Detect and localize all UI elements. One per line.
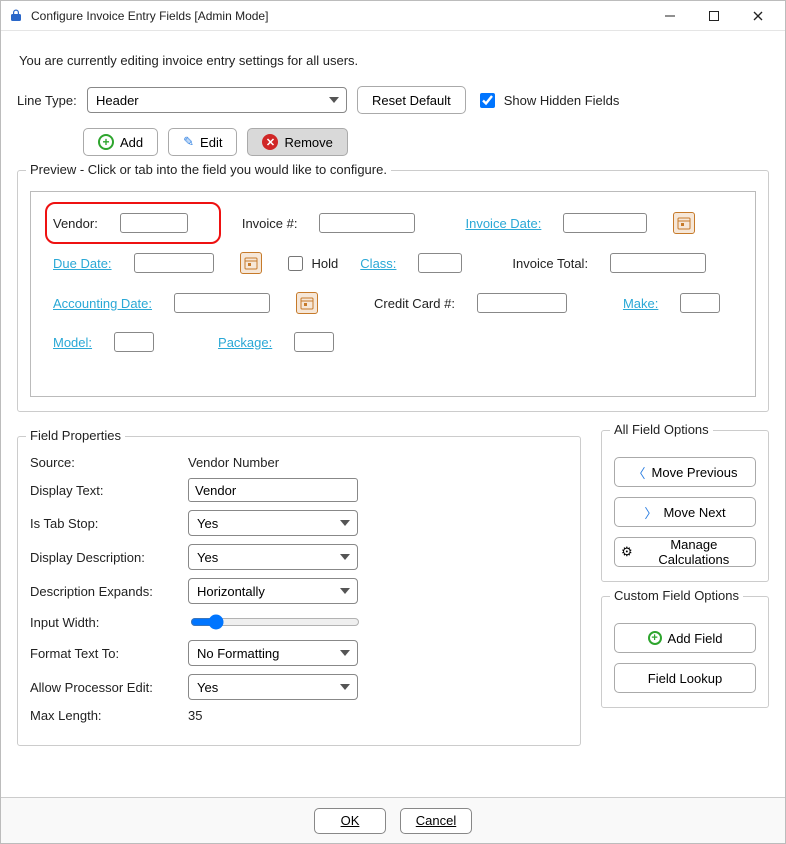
- inputwidth-slider[interactable]: [190, 614, 360, 630]
- plus-icon: +: [98, 134, 114, 150]
- gear-icon: ⚙: [621, 544, 633, 560]
- invoicetotal-input[interactable]: [610, 253, 706, 273]
- allowproc-select[interactable]: Yes: [188, 674, 358, 700]
- duedate-label[interactable]: Due Date:: [53, 256, 112, 271]
- ccard-input[interactable]: [477, 293, 567, 313]
- remove-button[interactable]: ✕ Remove: [247, 128, 347, 156]
- allowproc-label: Allow Processor Edit:: [30, 680, 188, 695]
- move-previous-button[interactable]: 〈 Move Previous: [614, 457, 756, 487]
- window-frame: Configure Invoice Entry Fields [Admin Mo…: [0, 0, 786, 844]
- acctdate-label[interactable]: Accounting Date:: [53, 296, 152, 311]
- invoicetotal-label: Invoice Total:: [512, 256, 588, 271]
- tabstop-select[interactable]: Yes: [188, 510, 358, 536]
- move-next-button[interactable]: 〉 Move Next: [614, 497, 756, 527]
- add-field-button[interactable]: + Add Field: [614, 623, 756, 653]
- customfield-options-legend: Custom Field Options: [610, 588, 743, 603]
- calendar-icon[interactable]: [673, 212, 695, 234]
- allfield-options-fieldset: All Field Options 〈 Move Previous 〉 Move…: [601, 430, 769, 582]
- invoicedate-label[interactable]: Invoice Date:: [465, 216, 541, 231]
- linetype-label: Line Type:: [17, 93, 77, 108]
- reset-default-button[interactable]: Reset Default: [357, 86, 466, 114]
- window-title: Configure Invoice Entry Fields [Admin Mo…: [31, 9, 268, 23]
- tabstop-label: Is Tab Stop:: [30, 516, 188, 531]
- calendar-icon[interactable]: [296, 292, 318, 314]
- class-input[interactable]: [418, 253, 462, 273]
- ccard-label: Credit Card #:: [374, 296, 455, 311]
- inputwidth-label: Input Width:: [30, 615, 188, 630]
- calendar-icon[interactable]: [240, 252, 262, 274]
- package-label[interactable]: Package:: [218, 335, 272, 350]
- chevron-right-icon: 〉: [644, 503, 657, 522]
- preview-fieldset: Preview - Click or tab into the field yo…: [17, 170, 769, 412]
- invoicedate-input[interactable]: [563, 213, 647, 233]
- maxlen-label: Max Length:: [30, 708, 188, 723]
- displaytext-input[interactable]: [188, 478, 358, 502]
- cancel-button[interactable]: Cancel: [400, 808, 472, 834]
- pencil-icon: ✎: [183, 134, 194, 150]
- source-label: Source:: [30, 455, 188, 470]
- lock-icon: [9, 8, 25, 24]
- descexp-select[interactable]: Horizontally: [188, 578, 358, 604]
- dispdesc-label: Display Description:: [30, 550, 188, 565]
- invoiceno-label: Invoice #:: [242, 216, 298, 231]
- duedate-input[interactable]: [134, 253, 214, 273]
- chevron-left-icon: 〈: [633, 463, 646, 482]
- model-label[interactable]: Model:: [53, 335, 92, 350]
- linetype-combo[interactable]: Header: [87, 87, 347, 113]
- model-input[interactable]: [114, 332, 154, 352]
- add-button[interactable]: + Add: [83, 128, 158, 156]
- close-button[interactable]: [745, 5, 771, 27]
- titlebar: Configure Invoice Entry Fields [Admin Mo…: [1, 1, 785, 31]
- selection-highlight: [45, 202, 221, 244]
- make-input[interactable]: [680, 293, 720, 313]
- preview-area: Vendor: Invoice #: Invoice Date: Due Dat…: [30, 191, 756, 397]
- allfield-options-legend: All Field Options: [610, 422, 713, 437]
- format-select[interactable]: No Formatting: [188, 640, 358, 666]
- displaytext-label: Display Text:: [30, 483, 188, 498]
- dialog-footer: OK Cancel: [1, 797, 785, 843]
- dispdesc-select[interactable]: Yes: [188, 544, 358, 570]
- maximize-button[interactable]: [701, 5, 727, 27]
- maxlen-value: 35: [188, 708, 202, 723]
- class-label[interactable]: Class:: [360, 256, 396, 271]
- cross-icon: ✕: [262, 134, 278, 150]
- acctdate-input[interactable]: [174, 293, 270, 313]
- format-label: Format Text To:: [30, 646, 188, 661]
- source-value: Vendor Number: [188, 455, 279, 470]
- intro-text: You are currently editing invoice entry …: [19, 53, 769, 68]
- plus-icon: +: [648, 631, 662, 645]
- preview-legend: Preview - Click or tab into the field yo…: [26, 162, 391, 177]
- minimize-button[interactable]: [657, 5, 683, 27]
- ok-button[interactable]: OK: [314, 808, 386, 834]
- package-input[interactable]: [294, 332, 334, 352]
- edit-button[interactable]: ✎ Edit: [168, 128, 237, 156]
- make-label[interactable]: Make:: [623, 296, 658, 311]
- manage-calculations-button[interactable]: ⚙ Manage Calculations: [614, 537, 756, 567]
- field-lookup-button[interactable]: Field Lookup: [614, 663, 756, 693]
- field-properties-legend: Field Properties: [26, 428, 125, 443]
- field-properties-fieldset: Field Properties Source: Vendor Number D…: [17, 436, 581, 746]
- hold-checkbox[interactable]: Hold: [284, 253, 339, 274]
- show-hidden-checkbox[interactable]: Show Hidden Fields: [476, 90, 620, 111]
- customfield-options-fieldset: Custom Field Options + Add Field Field L…: [601, 596, 769, 708]
- invoiceno-input[interactable]: [319, 213, 415, 233]
- descexp-label: Description Expands:: [30, 584, 188, 599]
